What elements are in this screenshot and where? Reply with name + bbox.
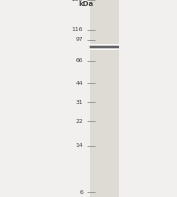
Text: 44: 44 bbox=[76, 81, 83, 85]
Text: 22: 22 bbox=[75, 119, 83, 124]
Text: 200: 200 bbox=[72, 0, 83, 3]
Text: 6: 6 bbox=[79, 190, 83, 195]
Text: 14: 14 bbox=[76, 143, 83, 148]
Text: 116: 116 bbox=[72, 27, 83, 32]
Text: 66: 66 bbox=[76, 58, 83, 63]
Text: 31: 31 bbox=[76, 100, 83, 105]
Text: 97: 97 bbox=[76, 37, 83, 42]
Text: kDa: kDa bbox=[79, 1, 94, 7]
Bar bbox=[90, 0, 119, 197]
